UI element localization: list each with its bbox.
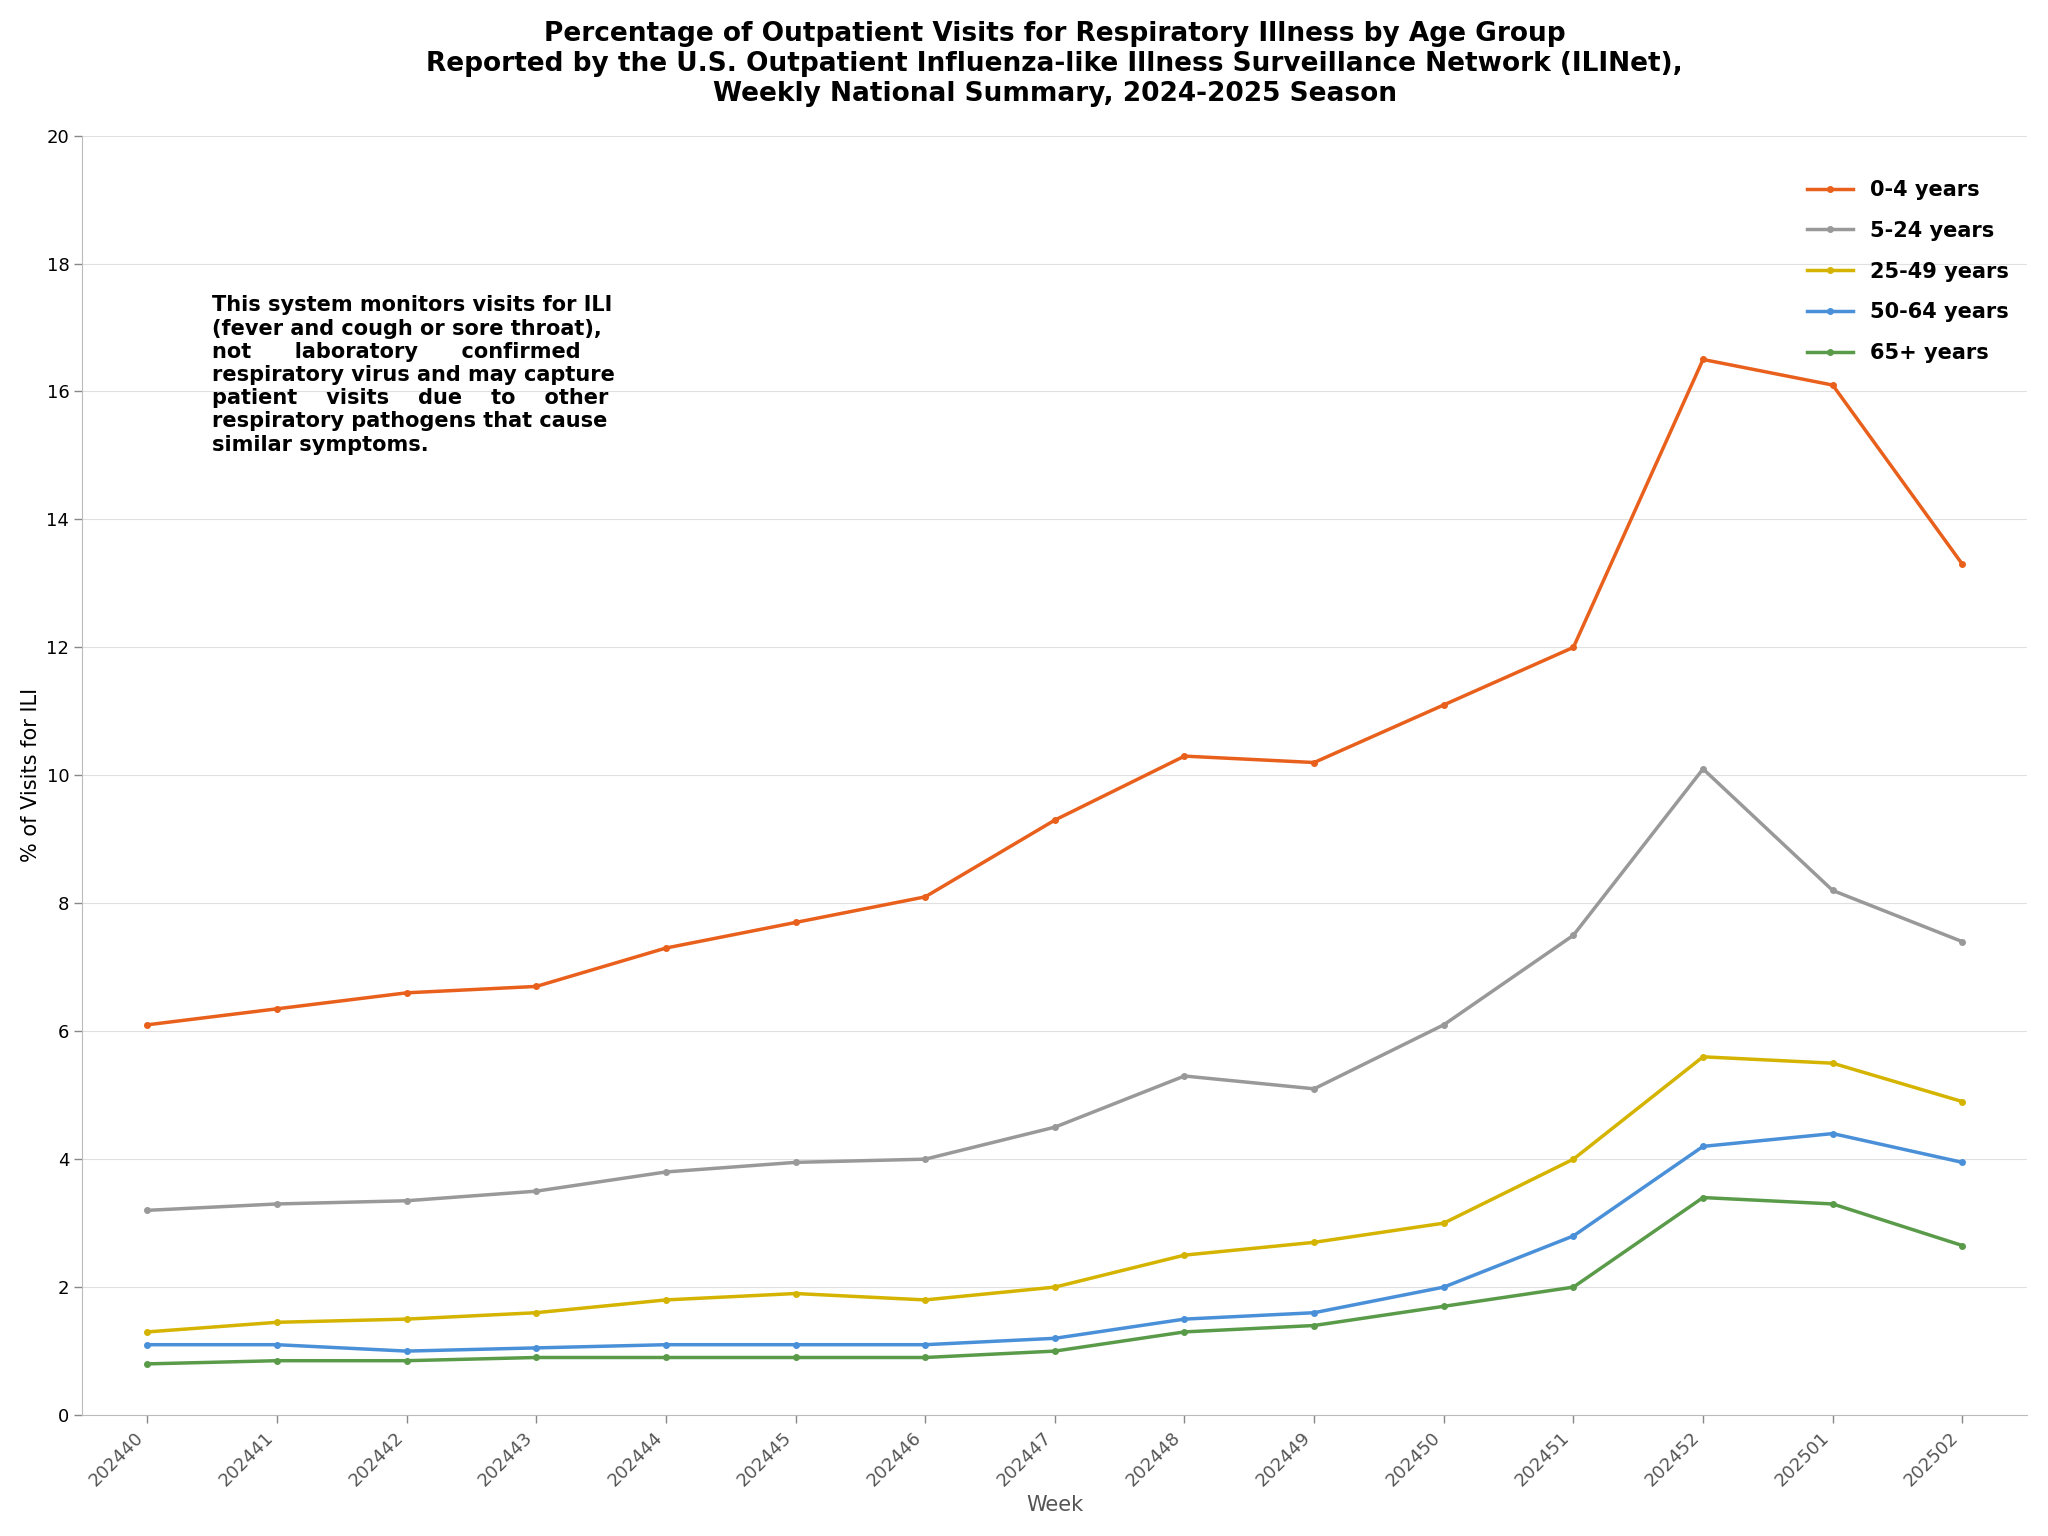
5-24 years [1303,1080,1327,1098]
50-64 years [653,1335,678,1353]
0-4 years [1042,811,1067,829]
0-4 years [524,977,549,995]
5-24 years [653,1163,678,1181]
50-64 years [1171,1310,1196,1329]
5-24 years [913,1150,938,1169]
25-49 years [1303,1233,1327,1252]
5-24 years [1561,926,1585,945]
65+ years [395,1352,420,1370]
5-24 years [1950,932,1974,951]
0-4 years [135,1015,160,1034]
50-64 years [782,1335,807,1353]
5-24 years [524,1181,549,1200]
5-24 years [1692,760,1716,779]
65+ years [135,1355,160,1373]
65+ years [1561,1278,1585,1296]
25-49 years [913,1290,938,1309]
0-4 years [782,914,807,932]
50-64 years [395,1342,420,1361]
65+ years [1432,1296,1456,1315]
5-24 years [1432,1015,1456,1034]
50-64 years [1303,1304,1327,1322]
0-4 years [395,983,420,1001]
0-4 years [1303,753,1327,771]
25-49 years [653,1290,678,1309]
Title: Percentage of Outpatient Visits for Respiratory Illness by Age Group
Reported by: Percentage of Outpatient Visits for Resp… [426,22,1683,108]
25-49 years [1171,1246,1196,1264]
25-49 years [395,1310,420,1329]
50-64 years [1821,1124,1845,1143]
0-4 years [1821,376,1845,395]
Line: 65+ years: 65+ years [145,1195,1966,1367]
50-64 years [913,1335,938,1353]
5-24 years [1821,882,1845,900]
50-64 years [1692,1137,1716,1155]
X-axis label: Week: Week [1026,1495,1083,1514]
65+ years [1950,1236,1974,1255]
5-24 years [1171,1068,1196,1086]
5-24 years [395,1192,420,1210]
65+ years [524,1349,549,1367]
65+ years [782,1349,807,1367]
50-64 years [264,1335,289,1353]
50-64 years [1042,1329,1067,1347]
65+ years [1303,1316,1327,1335]
50-64 years [135,1335,160,1353]
65+ years [1821,1195,1845,1213]
5-24 years [135,1201,160,1220]
0-4 years [1950,554,1974,573]
0-4 years [1692,350,1716,369]
0-4 years [1561,637,1585,656]
Line: 0-4 years: 0-4 years [145,356,1966,1028]
25-49 years [1950,1092,1974,1111]
Legend: 0-4 years, 5-24 years, 25-49 years, 50-64 years, 65+ years: 0-4 years, 5-24 years, 25-49 years, 50-6… [1798,172,2017,372]
25-49 years [264,1313,289,1332]
50-64 years [1561,1227,1585,1246]
0-4 years [913,888,938,906]
25-49 years [135,1322,160,1341]
25-49 years [782,1284,807,1303]
Line: 5-24 years: 5-24 years [145,766,1966,1213]
Y-axis label: % of Visits for ILI: % of Visits for ILI [20,688,41,862]
25-49 years [1692,1048,1716,1066]
50-64 years [1432,1278,1456,1296]
Text: This system monitors visits for ILI
(fever and cough or sore throat),
not      l: This system monitors visits for ILI (fev… [213,295,614,455]
65+ years [653,1349,678,1367]
65+ years [1042,1342,1067,1361]
65+ years [1171,1322,1196,1341]
25-49 years [524,1304,549,1322]
50-64 years [1950,1154,1974,1172]
65+ years [913,1349,938,1367]
5-24 years [1042,1118,1067,1137]
0-4 years [1432,696,1456,714]
Line: 25-49 years: 25-49 years [145,1054,1966,1335]
0-4 years [1171,746,1196,765]
25-49 years [1561,1150,1585,1169]
Line: 50-64 years: 50-64 years [145,1130,1966,1353]
50-64 years [524,1339,549,1358]
25-49 years [1821,1054,1845,1072]
65+ years [264,1352,289,1370]
65+ years [1692,1189,1716,1207]
5-24 years [782,1154,807,1172]
0-4 years [264,1000,289,1018]
25-49 years [1042,1278,1067,1296]
25-49 years [1432,1213,1456,1232]
0-4 years [653,938,678,957]
5-24 years [264,1195,289,1213]
